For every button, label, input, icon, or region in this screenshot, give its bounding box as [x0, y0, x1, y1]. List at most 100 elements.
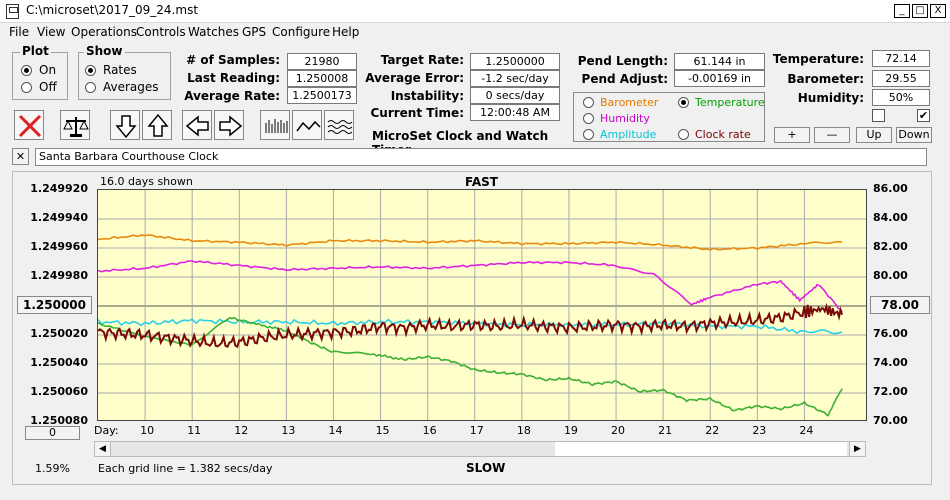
current-time-label: Current Time: — [370, 106, 464, 120]
plot-on-radio[interactable] — [21, 65, 32, 76]
barometer-value: 29.55 — [872, 70, 930, 87]
clock-rate-option-label: Clock rate — [695, 128, 751, 141]
show-rates-label: Rates — [103, 63, 137, 77]
y-left-tick-label: 1.250080 — [30, 414, 88, 427]
arrow-right-icon — [219, 115, 243, 137]
plot-off-radio[interactable] — [21, 82, 32, 93]
offset-button[interactable]: 0 — [25, 426, 80, 440]
horizontal-scrollbar[interactable]: ◀ ▶ — [94, 441, 866, 457]
slow-label: SLOW — [466, 461, 506, 475]
y-left-tick-label: 1.250060 — [30, 385, 88, 398]
average-error-label: Average Error: — [365, 71, 464, 85]
series-line-barometer — [98, 234, 843, 251]
chart-panel — [12, 171, 932, 485]
temperature-radio[interactable] — [678, 97, 689, 108]
y-right-tick-label: 74.00 — [873, 356, 908, 369]
plot-on-label: On — [39, 63, 57, 77]
arrow-left-button[interactable] — [182, 110, 212, 140]
menu-controls[interactable]: Controls — [136, 25, 186, 39]
pend-adjust-value: -0.00169 in — [674, 70, 765, 87]
arrow-up-button[interactable] — [142, 110, 172, 140]
close-button[interactable]: X — [930, 4, 946, 18]
menu-gps[interactable]: GPS — [242, 25, 267, 39]
show-rates-radio[interactable] — [85, 65, 96, 76]
series-line-clock-rate — [98, 302, 844, 349]
humidity-value: 50% — [872, 89, 930, 106]
scroll-right-icon[interactable]: ▶ — [849, 442, 865, 456]
scroll-left-icon[interactable]: ◀ — [95, 442, 111, 456]
x-tick-label: 23 — [752, 424, 767, 437]
clock-rate-radio[interactable] — [678, 129, 689, 140]
show-group-title: Show — [84, 44, 125, 58]
sensor-selector — [573, 92, 765, 142]
y-left-tick-label: 1.249960 — [30, 240, 88, 253]
barometer-label: Barometer: — [787, 72, 864, 86]
instability-label: Instability: — [390, 89, 464, 103]
clock-name-input[interactable]: Santa Barbara Courthouse Clock — [35, 148, 927, 166]
fast-label: FAST — [465, 175, 498, 189]
maximize-button[interactable]: □ — [912, 4, 928, 18]
x-tick-label: 19 — [563, 424, 578, 437]
y-left-tick-label: 1.250040 — [30, 356, 88, 369]
last-reading-value: 1.250008 — [287, 70, 357, 87]
menu-view[interactable]: View — [37, 25, 66, 39]
y-right-tick-label: 72.00 — [873, 385, 908, 398]
humidity-radio[interactable] — [583, 113, 594, 124]
y-left-tick-label: 1.250020 — [30, 327, 88, 340]
app-icon[interactable] — [6, 4, 19, 19]
scale-minus-button[interactable]: — — [814, 127, 850, 143]
days-shown-label: 16.0 days shown — [100, 175, 193, 188]
minimize-button[interactable]: _ — [894, 4, 910, 18]
bars-view-button[interactable] — [260, 110, 290, 140]
x-tick-label: 20 — [611, 424, 626, 437]
current-time-value: 12:00:48 AM — [470, 104, 560, 121]
menu-configure[interactable]: Configure — [272, 25, 331, 39]
line-view-button[interactable] — [292, 110, 322, 140]
red-x-icon — [18, 114, 42, 138]
menu-bar: File View Operations Controls Watches GP… — [0, 23, 950, 42]
checkbox-a[interactable] — [872, 109, 885, 122]
show-averages-radio[interactable] — [85, 82, 96, 93]
title-bar: C:\microset\2017_09_24.mst _ □ X — [0, 0, 950, 23]
show-averages-label: Averages — [103, 80, 159, 94]
menu-file[interactable]: File — [9, 25, 30, 39]
window-title: C:\microset\2017_09_24.mst — [26, 3, 199, 17]
line-graph-icon — [296, 120, 321, 132]
arrow-down-button[interactable] — [110, 110, 140, 140]
y-right-tick-label: 84.00 — [873, 211, 908, 224]
samples-label: # of Samples: — [186, 53, 280, 67]
temperature-label: Temperature: — [772, 52, 864, 66]
y-left-tick-label: 1.249940 — [30, 211, 88, 224]
wave-view-button[interactable] — [324, 110, 354, 140]
x-tick-label: 16 — [422, 424, 437, 437]
average-error-value: -1.2 sec/day — [470, 70, 560, 87]
barometer-radio[interactable] — [583, 97, 594, 108]
menu-help[interactable]: Help — [332, 25, 360, 39]
y-right-tick-label: 70.00 — [873, 414, 908, 427]
plot-off-label: Off — [39, 80, 57, 94]
samples-value: 21980 — [287, 53, 357, 70]
scroll-thumb[interactable] — [555, 442, 847, 456]
balance-button[interactable] — [60, 110, 90, 140]
checkbox-b[interactable]: ✔ — [917, 109, 930, 122]
menu-watches[interactable]: Watches — [188, 25, 239, 39]
instability-value: 0 secs/day — [470, 87, 560, 104]
center-rate-button[interactable]: 1.250000 — [17, 296, 92, 314]
amplitude-option-label: Amplitude — [600, 128, 657, 141]
x-tick-label: 10 — [140, 424, 155, 437]
scale-plus-button[interactable]: + — [774, 127, 810, 143]
scale-down-button[interactable]: Down — [896, 127, 932, 143]
temperature-value: 72.14 — [872, 50, 930, 67]
menu-operations[interactable]: Operations — [71, 25, 137, 39]
arrow-right-button[interactable] — [214, 110, 244, 140]
amplitude-radio[interactable] — [583, 129, 594, 140]
target-rate-label: Target Rate: — [380, 53, 464, 67]
x-tick-label: 18 — [516, 424, 531, 437]
center-temp-button[interactable]: 78.00 — [870, 296, 930, 314]
scale-up-button[interactable]: Up — [856, 127, 892, 143]
pend-adjust-label: Pend Adjust: — [581, 72, 668, 86]
x-tick-label: 15 — [375, 424, 390, 437]
stop-button[interactable] — [14, 110, 44, 140]
average-rate-value: 1.2500173 — [287, 87, 357, 104]
clear-name-button[interactable]: ✕ — [12, 148, 29, 165]
